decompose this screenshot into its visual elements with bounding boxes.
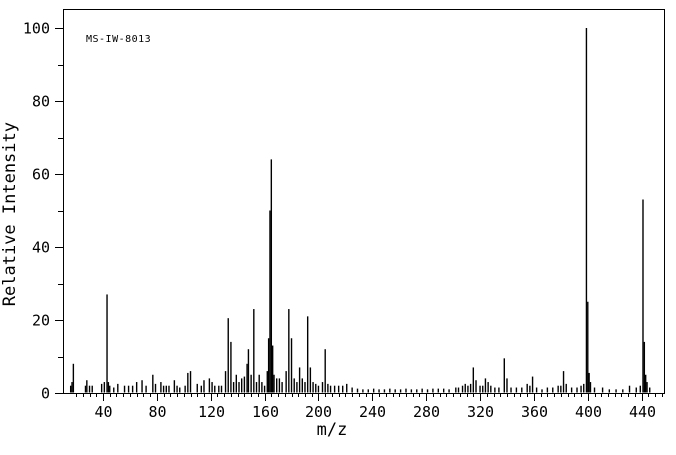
y-tick-label: 20 <box>32 312 50 330</box>
x-tick-label: 360 <box>521 403 548 421</box>
x-tick-label: 120 <box>198 403 225 421</box>
y-tick-label: 0 <box>41 385 50 403</box>
x-tick-label: 40 <box>94 403 112 421</box>
x-axis-title: m/z <box>316 420 348 440</box>
y-tick-label: 40 <box>32 239 50 257</box>
y-axis-title: Relative Intensity <box>0 122 20 307</box>
y-tick-label: 80 <box>32 93 50 111</box>
x-tick-label: 440 <box>629 403 656 421</box>
x-tick-label: 80 <box>148 403 166 421</box>
x-tick-label: 320 <box>467 403 494 421</box>
y-axis: 0 20 40 60 80 100 <box>23 20 63 403</box>
x-tick-label: 280 <box>413 403 440 421</box>
y-tick-label: 100 <box>23 20 50 38</box>
x-tick-label: 240 <box>359 403 386 421</box>
plot-border <box>63 9 665 394</box>
x-axis: 40 80 120 160 200 240 280 320 360 400 440 <box>76 393 663 421</box>
x-tick-label: 160 <box>252 403 279 421</box>
x-tick-label: 400 <box>575 403 602 421</box>
x-tick-label: 200 <box>305 403 332 421</box>
spectrum-id-annotation: MS-IW-8013 <box>86 34 152 45</box>
y-tick-label: 60 <box>32 166 50 184</box>
peaks <box>69 28 651 393</box>
